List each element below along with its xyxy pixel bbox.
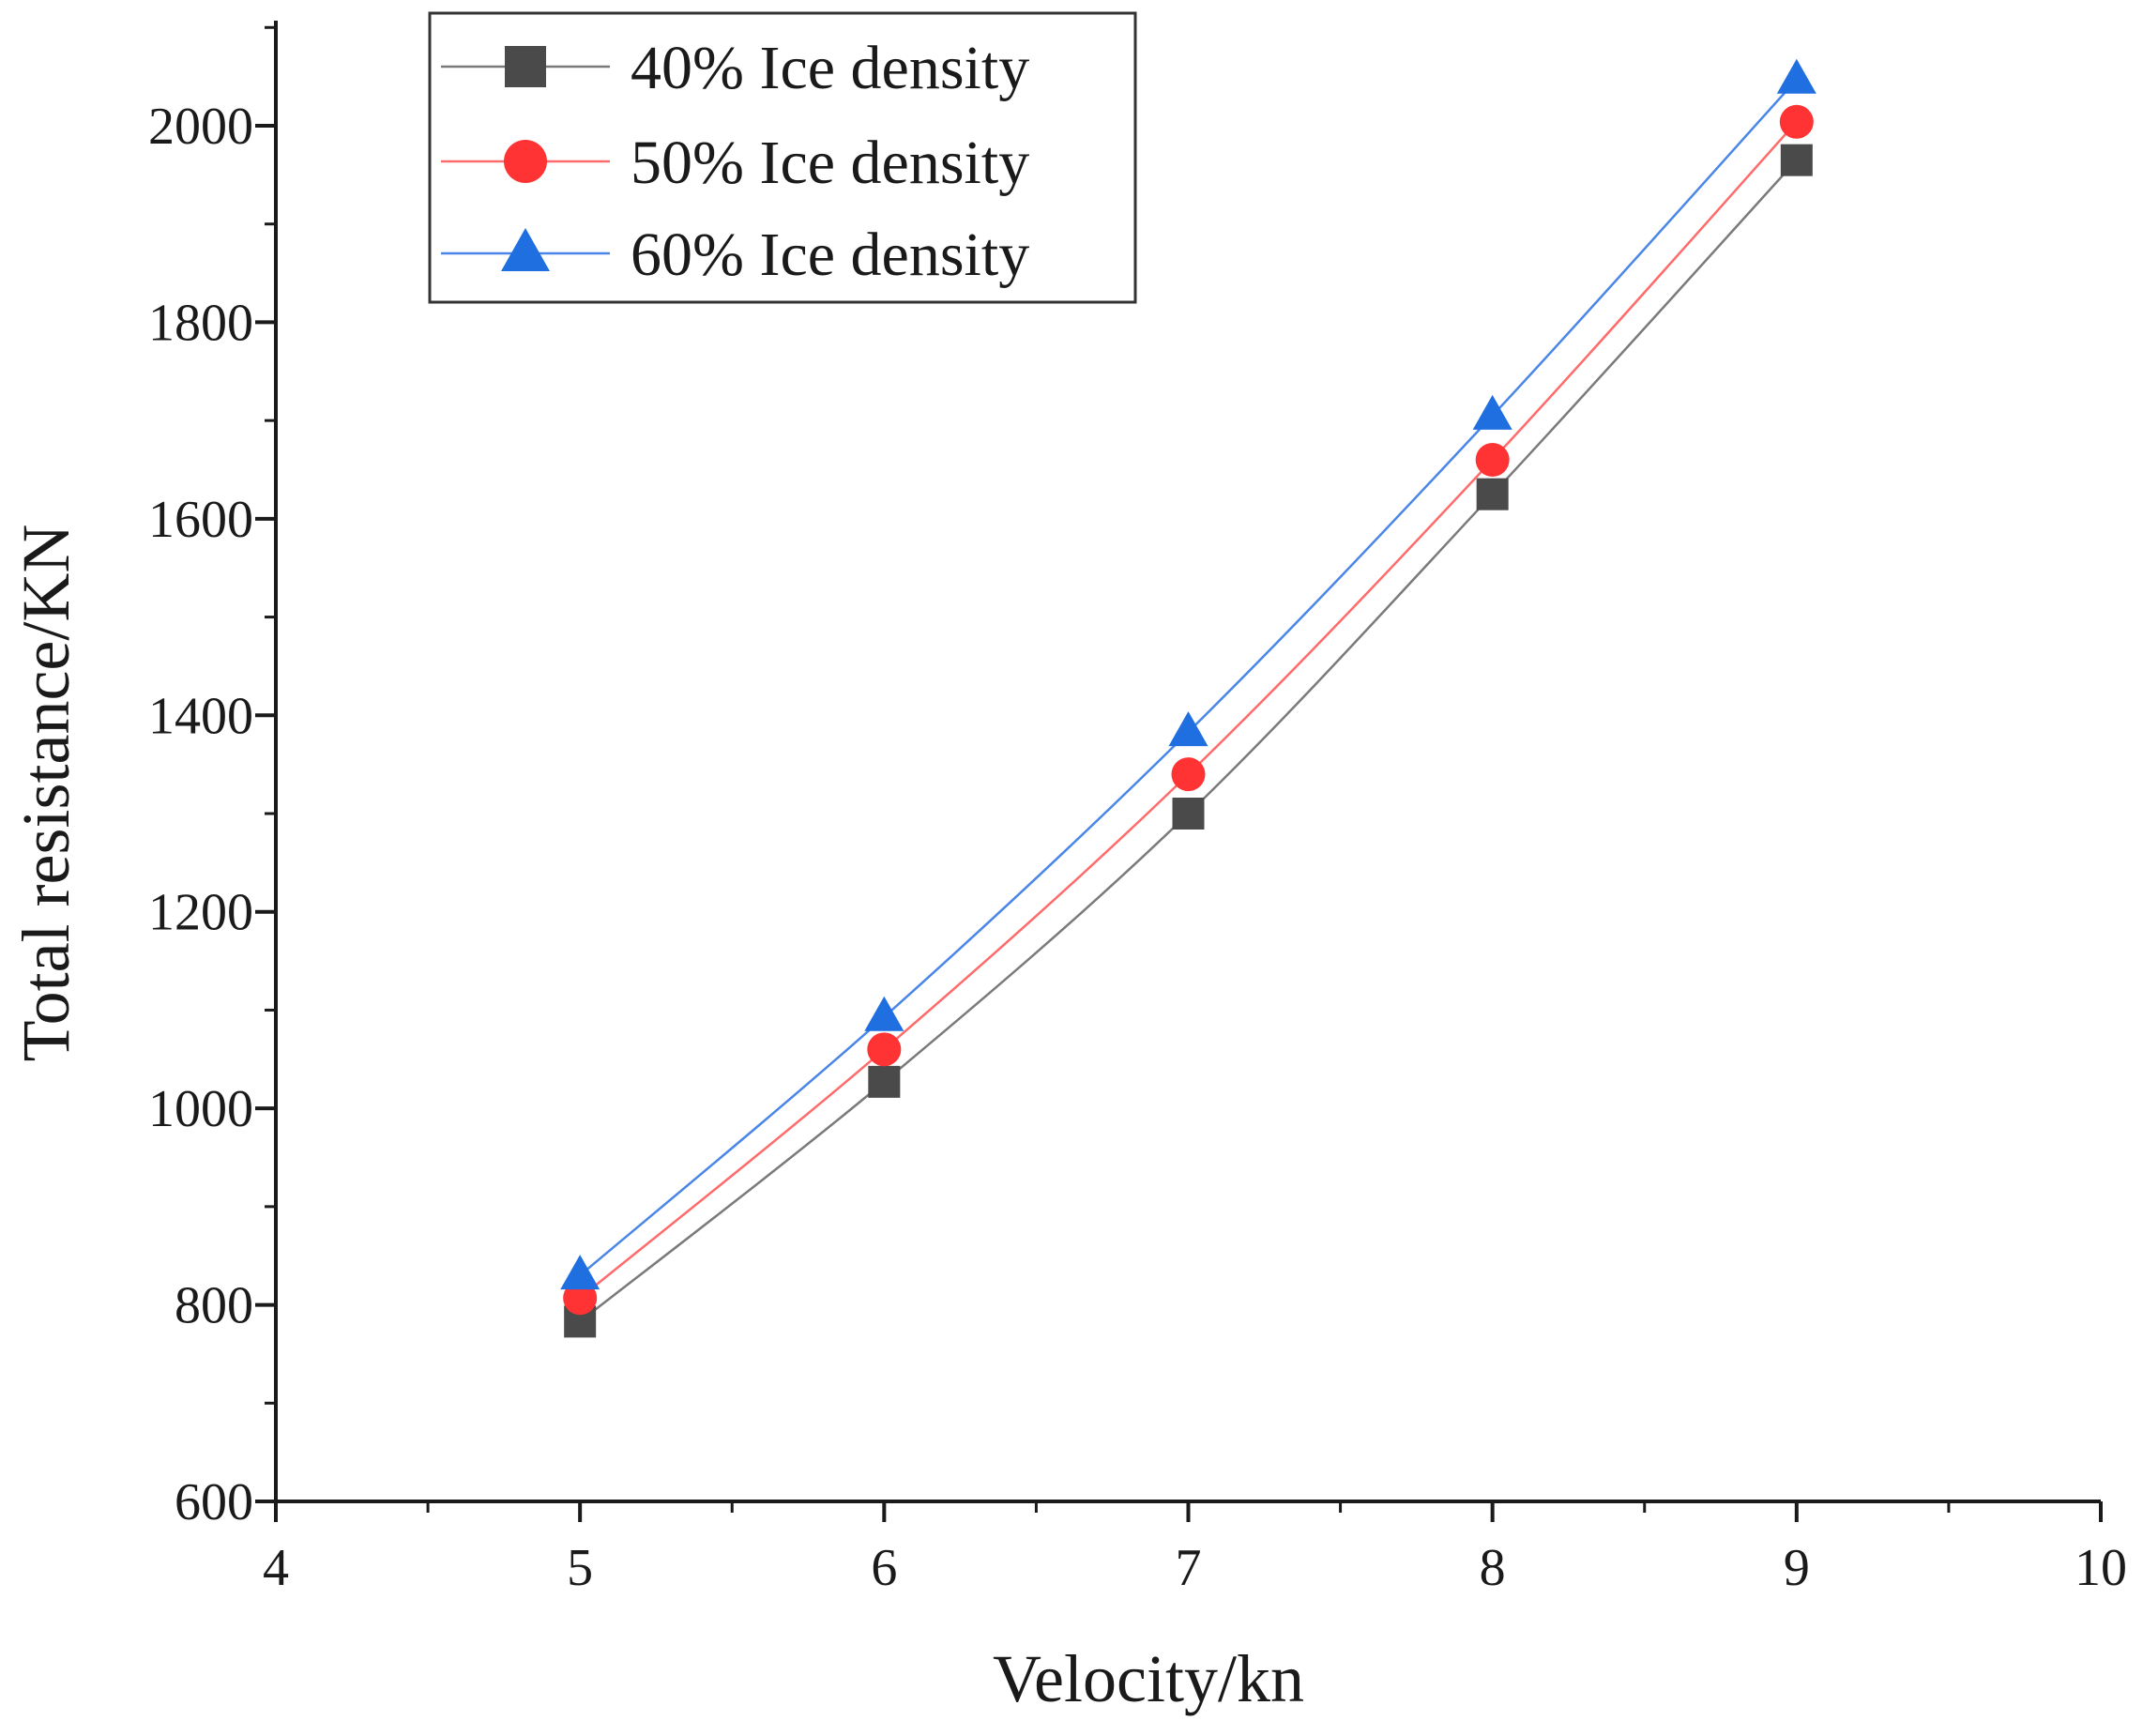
x-tick-label: 4 xyxy=(263,1539,289,1597)
data-point-square xyxy=(868,1065,901,1098)
legend-entry-40: 40% Ice density xyxy=(441,34,1029,102)
data-point-circle xyxy=(1171,757,1206,792)
data-point-square xyxy=(1476,478,1509,510)
legend-label-60: 60% Ice density xyxy=(631,221,1029,289)
legend: 40% Ice density 50% Ice density 60% Ice … xyxy=(428,11,1137,304)
data-point-triangle xyxy=(1168,711,1208,747)
y-tick-label: 600 xyxy=(175,1473,253,1531)
y-tick-label: 1000 xyxy=(148,1080,253,1138)
series-markers xyxy=(560,58,1816,1338)
y-tick-label: 1400 xyxy=(148,687,253,745)
x-tick-label: 9 xyxy=(1784,1539,1810,1597)
y-axis-ticks: 600 800 1000 1200 1400 1600 1800 2000 xyxy=(148,25,276,1531)
x-tick-label: 8 xyxy=(1480,1539,1506,1597)
x-tick-label: 5 xyxy=(567,1539,593,1597)
y-tick-label: 2000 xyxy=(148,98,253,156)
data-point-square xyxy=(1780,144,1813,176)
x-tick-label: 7 xyxy=(1176,1539,1202,1597)
legend-label-50: 50% Ice density xyxy=(631,129,1029,197)
data-point-circle xyxy=(563,1281,598,1316)
x-axis-ticks: 4 5 6 7 8 9 10 xyxy=(263,1501,2127,1597)
x-axis-title: Velocity/kn xyxy=(993,1641,1304,1716)
x-tick-label: 10 xyxy=(2075,1539,2127,1597)
y-tick-label: 1600 xyxy=(148,491,253,549)
legend-marker-triangle xyxy=(501,228,550,271)
y-tick-label: 800 xyxy=(175,1277,253,1335)
data-point-circle xyxy=(1475,443,1510,478)
data-point-triangle xyxy=(560,1255,600,1290)
legend-marker-circle xyxy=(504,140,547,183)
legend-marker-square xyxy=(505,46,546,87)
data-point-circle xyxy=(867,1032,902,1067)
y-tick-label: 1200 xyxy=(148,884,253,942)
data-point-triangle xyxy=(864,996,904,1031)
y-tick-label: 1800 xyxy=(148,294,253,352)
legend-label-40: 40% Ice density xyxy=(631,34,1029,102)
x-tick-label: 6 xyxy=(871,1539,897,1597)
data-point-square xyxy=(1172,798,1205,830)
data-point-triangle xyxy=(1776,58,1816,94)
legend-entry-50: 50% Ice density xyxy=(441,129,1029,197)
data-point-circle xyxy=(1779,104,1814,139)
legend-entry-60: 60% Ice density xyxy=(441,221,1029,289)
data-point-triangle xyxy=(1472,394,1512,430)
y-axis-title: Total resistance/KN xyxy=(8,525,84,1062)
